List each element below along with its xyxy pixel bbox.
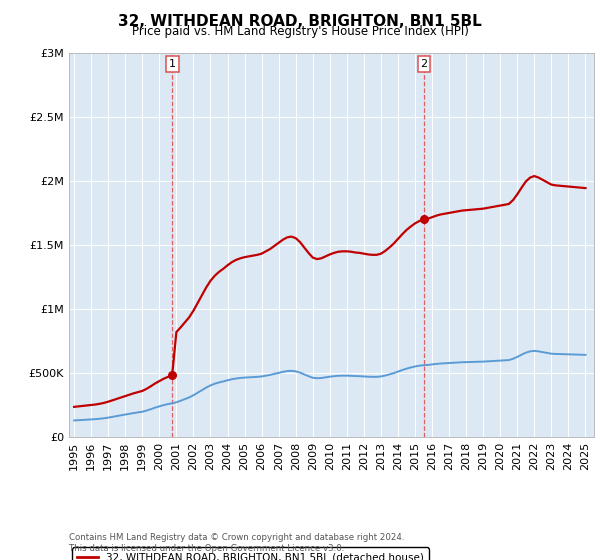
Text: 2: 2 (421, 59, 428, 69)
Text: Contains HM Land Registry data © Crown copyright and database right 2024.
This d: Contains HM Land Registry data © Crown c… (69, 533, 404, 553)
Text: 32, WITHDEAN ROAD, BRIGHTON, BN1 5BL: 32, WITHDEAN ROAD, BRIGHTON, BN1 5BL (118, 14, 482, 29)
Legend: 32, WITHDEAN ROAD, BRIGHTON, BN1 5BL (detached house), HPI: Average price, detac: 32, WITHDEAN ROAD, BRIGHTON, BN1 5BL (de… (71, 548, 429, 560)
Text: Price paid vs. HM Land Registry's House Price Index (HPI): Price paid vs. HM Land Registry's House … (131, 25, 469, 38)
Text: 1: 1 (169, 59, 176, 69)
